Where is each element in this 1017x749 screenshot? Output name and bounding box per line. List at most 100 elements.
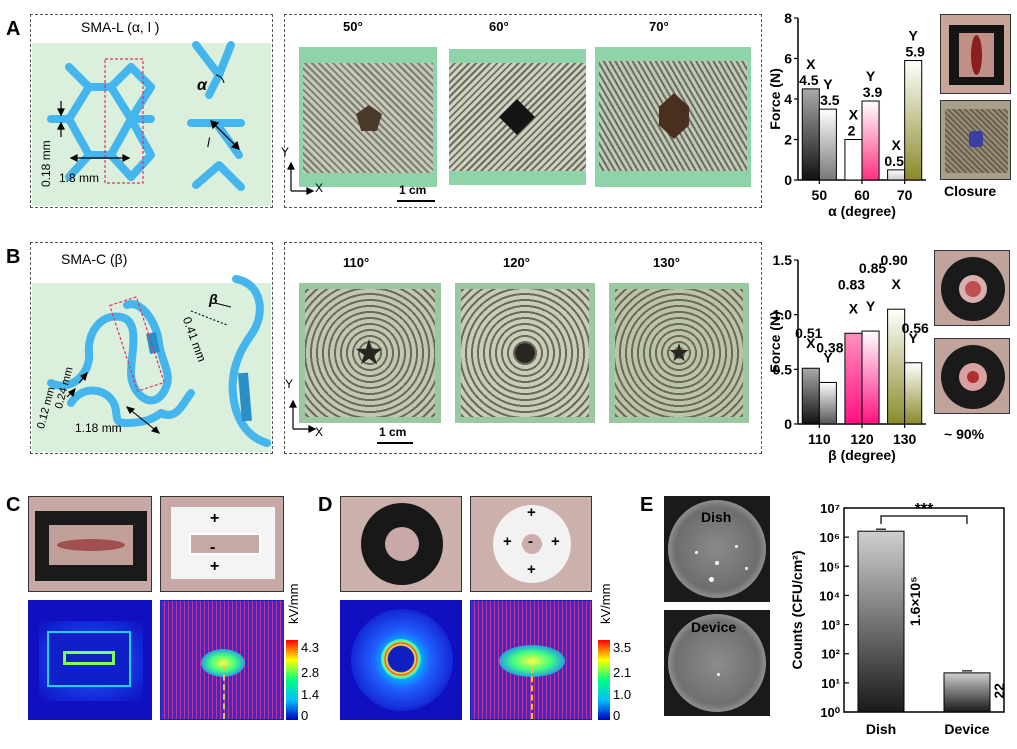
x-tick-label: Dish [866,721,896,737]
bar-x [887,169,906,181]
closure-photo-top [940,14,1011,94]
data-label: 3.5 [820,92,840,108]
bar-mark-y: Y [866,68,876,84]
closure-percent-label: ~ 90% [944,426,985,442]
sample-image-50 [299,47,437,187]
sma-l-title: SMA-L (α, l ) [81,19,160,35]
bar-mark-y: Y [909,28,919,44]
circular-wound-photo [340,496,462,592]
angle-label-120: 120° [503,255,530,270]
plot-frame [843,507,1005,713]
sma-c-diagram-box: SMA-C (β) 0.12 mm 0.24 mm 1.18 mm 0.41 m… [30,242,273,454]
bar-x [844,332,863,425]
y-tick-label: 10¹ [821,676,840,691]
colorbar-d-tick-1: 2.1 [613,665,632,680]
sma-l-samples-box: 50° 60° 70° Y X 1 cm [281,14,762,208]
colorbar-d-tick-3: 0 [613,708,621,723]
data-label: 0.38 [816,339,843,355]
sma-c-y-axis-label: Y [285,377,294,391]
y-tick-label: 4 [784,91,792,107]
colorbar-d [598,640,610,720]
y-tick-label: 1.5 [773,252,793,268]
x-axis-title: β (degree) [828,447,896,463]
x-tick-label: 120 [850,431,874,447]
bar-mark-x: X [891,137,901,153]
linear-electrode-photo [160,496,284,592]
bar-mark-y: Y [823,349,833,365]
colorbar-c-tick-3: 0 [301,708,309,723]
l-symbol: l [207,135,210,150]
data-label: 0.85 [859,260,886,276]
y-tick-label: 1.0 [773,307,793,323]
data-label: 4.5 [799,72,819,88]
bar-mark-x: X [806,335,816,351]
x-tick-label: 70 [897,187,913,203]
colorbar-c-tick-1: 2.8 [301,665,320,680]
panel-letter-a: A [6,18,21,40]
y-tick-label: 10⁶ [820,530,840,545]
x-axis-title: α (degree) [828,203,896,219]
colorbar-c-tick-0: 4.3 [301,640,320,655]
panel-letter-d: D [318,494,333,516]
x-tick-label: 50 [812,187,828,203]
plus-sign-bottom: + [210,558,220,575]
x-tick-label: 60 [854,187,870,203]
y-tick-label: 10⁴ [819,588,840,603]
x-tick-label: 130 [893,431,917,447]
bar-y [818,381,837,425]
data-label: 0.83 [838,276,865,292]
sma-c-unit-cell-diagram [47,275,271,447]
ring-minus-center: - [528,533,533,550]
data-label: 0.56 [902,320,929,336]
count-bar [943,672,991,713]
colorbar-d-tick-2: 1.0 [613,687,632,702]
bar-mark-y: Y [909,330,919,346]
significance-bracket [880,515,968,524]
bar-y [861,100,880,181]
data-label: 5.9 [905,44,925,60]
sma-l-thickness-label: 0.18 mm [39,140,53,187]
sma-c-axis-and-scale [289,399,413,444]
data-label: 1.6×10⁵ [907,576,923,626]
closure-photo-bottom [940,100,1011,180]
panel-letter-e: E [640,494,654,516]
colorbar-d-tick-0: 3.5 [613,640,632,655]
x-tick-label: 110 [808,431,831,447]
colorbar-c-unit: kV/mm [286,583,301,624]
y-tick-label: 10⁵ [819,559,840,574]
sample-image-130 [609,283,749,423]
bar-y [904,60,923,181]
bar-x [801,88,820,181]
bar-y [818,108,837,181]
colorbar-d-unit: kV/mm [598,583,613,624]
sma-l-y-axis-label: Y [281,145,290,159]
bar-y [904,362,923,425]
dish-plate-photo: Dish [664,496,770,602]
sample-image-60 [449,49,586,185]
wound-photo-bottom [934,338,1010,414]
y-axis-title: Counts (CFU/cm²) [789,551,805,670]
angle-label-110: 110° [343,255,370,270]
linear-field-map [28,600,152,720]
bar-y [861,330,880,425]
data-label: 0.51 [795,325,822,341]
sma-l-diagram-box: SMA-L (α, l ) [30,14,273,208]
colorbar-c [286,640,298,720]
y-tick-label: 0.5 [773,361,793,377]
minus-sign: - [210,539,216,556]
bar-x [801,367,820,425]
count-bar [857,530,905,713]
panel-letter-b: B [6,246,21,268]
panel-letter-c: C [6,494,21,516]
data-label: 3.9 [863,84,883,100]
sma-c-x-axis-label: X [315,425,324,439]
circular-field-vectors [470,600,592,720]
bar-mark-x: X [849,107,859,123]
y-tick-label: 8 [784,10,792,26]
angle-label-70: 70° [649,19,669,34]
dish-plate-label: Dish [701,509,732,525]
device-plate-photo: Device [664,610,770,716]
data-label: 0.5 [884,153,904,169]
angle-label-60: 60° [489,19,509,34]
